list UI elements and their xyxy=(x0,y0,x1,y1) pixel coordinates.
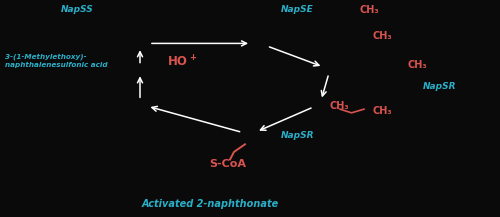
Text: +: + xyxy=(189,53,196,62)
Text: HO: HO xyxy=(168,55,188,68)
Text: 3-(1-Methylethoxy)-
naphthalenesulfonic acid: 3-(1-Methylethoxy)- naphthalenesulfonic … xyxy=(5,54,108,68)
Text: CH₃: CH₃ xyxy=(372,31,392,41)
Text: NapSR: NapSR xyxy=(281,131,314,140)
Text: CH₃: CH₃ xyxy=(330,101,349,111)
Text: Activated 2-naphthonate: Activated 2-naphthonate xyxy=(142,199,278,209)
Text: NapSS: NapSS xyxy=(61,5,94,14)
Text: CH₃: CH₃ xyxy=(408,60,427,70)
Text: NapSR: NapSR xyxy=(422,82,456,91)
Text: NapSE: NapSE xyxy=(281,5,314,14)
Text: CH₃: CH₃ xyxy=(372,106,392,116)
Text: S-CoA: S-CoA xyxy=(209,159,246,169)
Text: CH₃: CH₃ xyxy=(360,5,380,15)
